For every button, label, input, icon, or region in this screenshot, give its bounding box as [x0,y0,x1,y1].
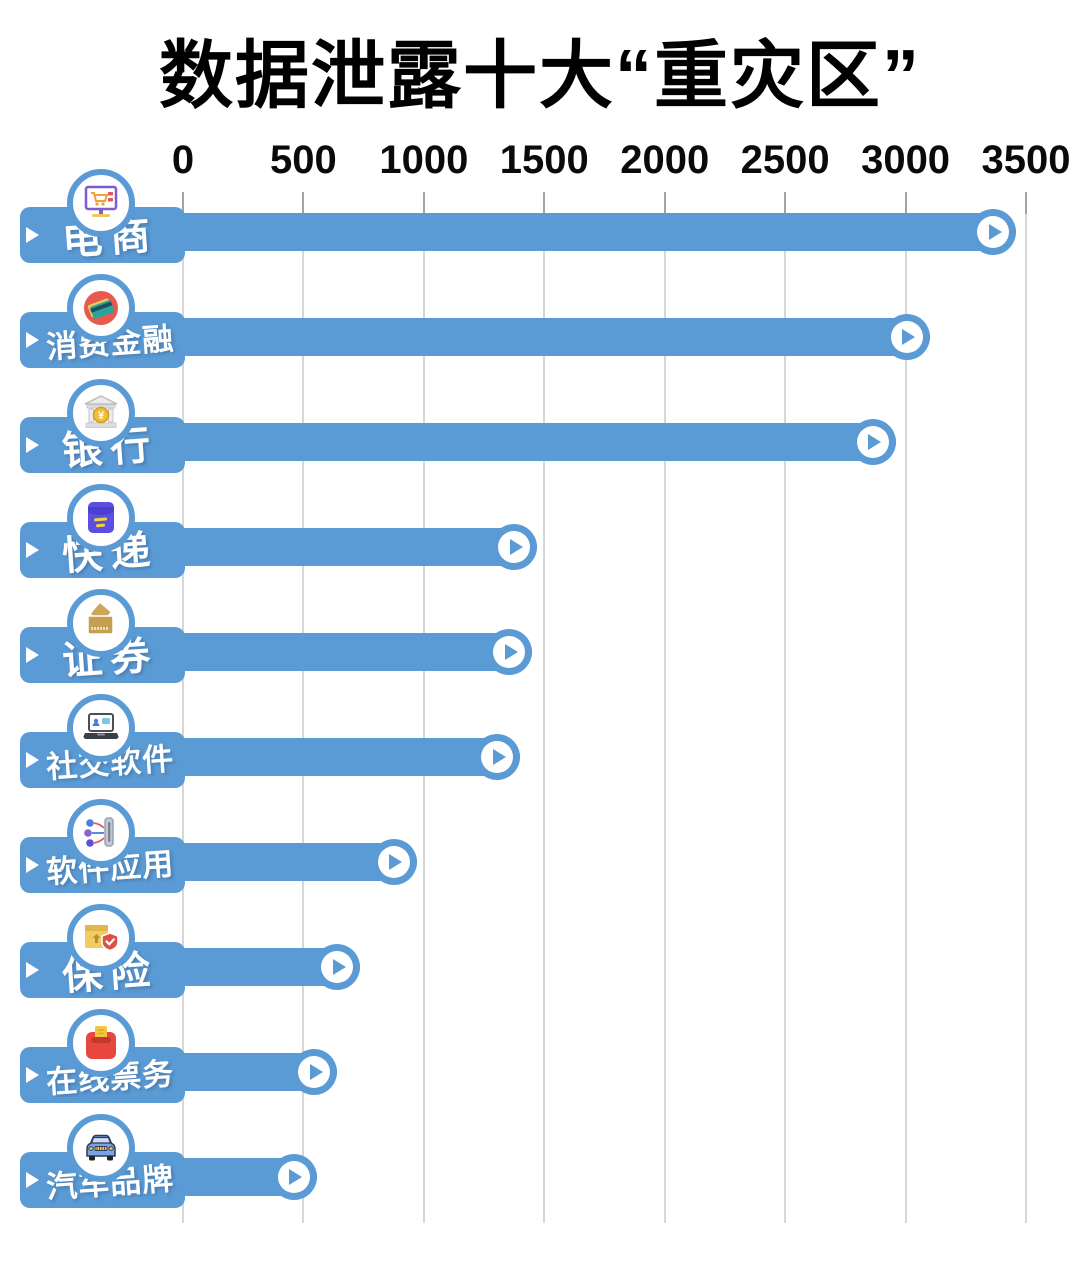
gridline [1025,192,1027,1223]
express-delivery-icon [67,484,135,552]
gridline [784,192,787,1223]
axis-tick-label: 2500 [740,138,830,182]
tick-mark [182,192,184,214]
tick-mark [543,192,546,214]
axis-tick-label: 1500 [499,138,589,182]
bar-end-play-button[interactable] [474,734,521,780]
svg-text:¥: ¥ [98,410,105,422]
play-button-circle [890,321,923,353]
play-button-circle [498,531,531,563]
play-icon [868,434,882,450]
label-arrow-icon [26,647,39,663]
securities-icon [67,589,135,657]
axis-tick-label: 3500 [981,138,1071,182]
gridline [904,192,907,1223]
bar-end-play-button[interactable] [883,314,930,360]
axis-tick-label: 2000 [620,138,710,182]
play-button-circle [321,951,354,983]
label-arrow-icon [26,332,39,348]
play-button-circle [856,426,889,458]
bar-bank [183,423,896,461]
bar-express-delivery [183,528,538,566]
car-brand-icon [67,1114,135,1182]
tick-mark [302,192,305,214]
play-icon [389,854,403,870]
bar-securities [183,633,533,671]
bar-end-play-button[interactable] [270,1154,317,1200]
axis-tick-label: 0 [171,138,195,182]
play-icon [492,749,506,765]
label-arrow-icon [26,962,39,978]
label-arrow-icon [26,1067,39,1083]
axis-tick-label: 500 [270,138,337,182]
bar-end-play-button[interactable] [849,419,896,465]
gridline [422,192,425,1223]
play-button-circle [277,1161,310,1193]
online-ticketing-icon [67,1009,135,1077]
bar-end-play-button[interactable] [486,629,533,675]
label-arrow-icon [26,227,39,243]
play-icon [509,539,523,555]
gridline [302,192,305,1223]
play-icon [289,1169,303,1185]
bar-end-play-button[interactable] [291,1049,338,1095]
gridline [182,192,184,1223]
tick-mark [422,192,425,214]
gridline [543,192,546,1223]
bar-end-play-button[interactable] [970,209,1017,255]
label-arrow-icon [26,752,39,768]
play-icon [504,644,518,660]
insurance-icon [67,904,135,972]
ecommerce-icon [67,169,135,237]
play-icon [309,1064,323,1080]
tick-mark [784,192,787,214]
chart-title: 数据泄露十大“重灾区” [159,34,921,117]
gridline [663,192,666,1223]
play-button-circle [977,216,1010,248]
tick-mark [1025,192,1027,214]
tick-mark [663,192,666,214]
play-icon [332,959,346,975]
play-button-circle [481,741,514,773]
tick-mark [904,192,907,214]
software-app-icon [67,799,135,867]
bar-end-play-button[interactable] [491,524,538,570]
bar-end-play-button[interactable] [370,839,417,885]
axis-tick-label: 3000 [861,138,951,182]
bar-ecommerce [183,213,1017,251]
label-arrow-icon [26,437,39,453]
label-arrow-icon [26,857,39,873]
play-button-circle [493,636,526,668]
bar-social-software [183,738,521,776]
bank-icon: ¥ [67,379,135,447]
play-button-circle [377,846,410,878]
play-icon [988,224,1002,240]
bar-end-play-button[interactable] [314,944,361,990]
label-arrow-icon [26,542,39,558]
play-button-circle [298,1056,331,1088]
play-icon [902,329,916,345]
axis-tick-label: 1000 [379,138,469,182]
social-software-icon [67,694,135,762]
consumer-finance-icon [67,274,135,342]
bar-consumer-finance [183,318,930,356]
label-arrow-icon [26,1172,39,1188]
